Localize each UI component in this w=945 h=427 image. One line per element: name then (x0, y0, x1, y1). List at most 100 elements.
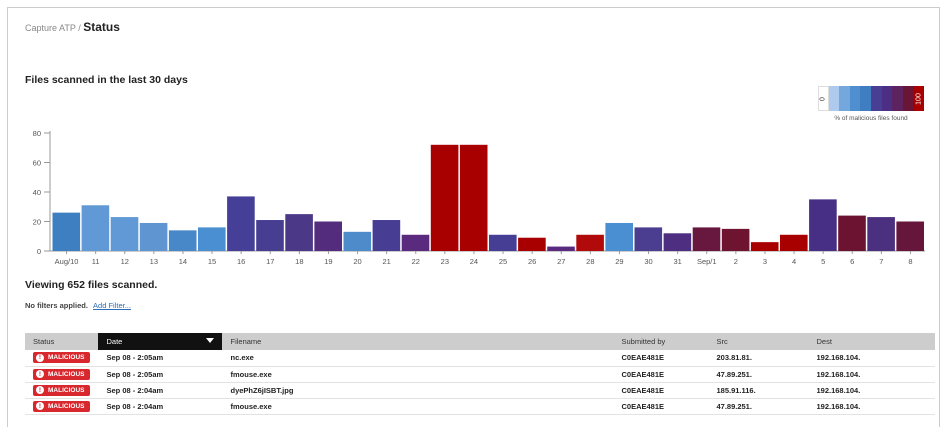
table-header-row: Status Date Filename Submitted by Src De… (25, 333, 935, 350)
y-tick-label: 20 (33, 218, 41, 227)
chart-bar[interactable] (52, 212, 81, 251)
column-header-dest[interactable]: Dest (808, 333, 935, 350)
x-tick-label: 6 (850, 257, 854, 266)
x-tick-label: 11 (92, 257, 100, 266)
legend-swatch: 0 (818, 86, 829, 111)
x-tick-label: 14 (179, 257, 187, 266)
x-tick-label: 19 (324, 257, 332, 266)
chart-bar[interactable] (430, 144, 459, 251)
x-tick-label: 3 (763, 257, 767, 266)
chart-bar[interactable] (343, 231, 372, 251)
src-cell: 185.91.116. (708, 382, 809, 399)
chart-bar[interactable] (896, 221, 924, 252)
date-cell: Sep 08 - 2:04am (98, 398, 223, 415)
breadcrumb-parent-link[interactable]: Capture ATP / (25, 23, 81, 33)
add-filter-link[interactable]: Add Filter... (93, 301, 131, 310)
chart-bar[interactable] (256, 220, 284, 251)
src-cell: 47.89.251. (708, 398, 809, 415)
chart-bar[interactable] (663, 233, 692, 251)
date-cell: Sep 08 - 2:05am (98, 366, 223, 383)
status-label: MALICIOUS (48, 402, 85, 410)
chart-bar[interactable] (838, 215, 866, 251)
legend-swatch: 100 (913, 86, 924, 111)
chart-bar[interactable] (780, 234, 808, 251)
chart-bar[interactable] (634, 227, 663, 251)
chart-bar[interactable] (547, 246, 575, 251)
x-tick-label: 26 (528, 257, 536, 266)
table-row[interactable]: ! MALICIOUS Sep 08 - 2:05am nc.exe C0EAE481E… (25, 350, 935, 367)
status-cell: ! MALICIOUS (25, 350, 99, 367)
filename-cell: nc.exe (222, 350, 614, 367)
column-header-date[interactable]: Date (98, 333, 223, 350)
chart-bar[interactable] (721, 228, 750, 251)
column-header-filename[interactable]: Filename (222, 333, 614, 350)
chart-bar[interactable] (809, 199, 837, 251)
submitted-by-cell: C0EAE481E (613, 366, 709, 383)
chart-bar[interactable] (867, 217, 895, 251)
chart-bar[interactable] (285, 214, 313, 251)
table-row[interactable]: ! MALICIOUS Sep 08 - 2:05am fmouse.exe C0EAE… (25, 366, 935, 383)
status-label: MALICIOUS (48, 370, 85, 378)
chart-bar[interactable] (489, 234, 517, 251)
chart-bar[interactable] (692, 227, 721, 251)
x-tick-label: 20 (353, 257, 361, 266)
legend-color-scale: 0 100 (818, 86, 924, 111)
chart-title: Files scanned in the last 30 days (25, 74, 188, 86)
dest-cell: 192.168.104. (808, 350, 935, 367)
filename-cell: dyePhZ6jISBT.jpg (222, 382, 614, 399)
dest-cell: 192.168.104. (808, 398, 935, 415)
chart-bar[interactable] (459, 144, 488, 251)
sort-down-icon (206, 338, 215, 343)
table-row[interactable]: ! MALICIOUS Sep 08 - 2:04am dyePhZ6jISBT.jp… (25, 382, 935, 399)
chart-bar[interactable] (314, 221, 342, 252)
chart-bar[interactable] (372, 220, 401, 251)
alert-icon: ! (36, 402, 44, 410)
table-body: ! MALICIOUS Sep 08 - 2:05am nc.exe C0EAE481E… (25, 350, 935, 415)
status-cell: ! MALICIOUS (25, 382, 99, 399)
x-tick-label: Aug/10 (55, 257, 79, 266)
src-cell: 47.89.251. (708, 366, 809, 383)
alert-icon: ! (36, 370, 44, 378)
chart-bar[interactable] (81, 205, 110, 251)
filter-bar: No filters applied. Add Filter... (25, 301, 131, 310)
chart-bar[interactable] (401, 234, 430, 251)
status-label: MALICIOUS (48, 386, 85, 394)
status-cell: ! MALICIOUS (25, 398, 99, 415)
status-badge: ! MALICIOUS (33, 368, 91, 380)
table-row[interactable]: ! MALICIOUS Sep 08 - 2:04am fmouse.exe C0EAE… (25, 398, 935, 415)
column-header-date-label: Date (106, 337, 123, 346)
status-badge: ! MALICIOUS (33, 384, 91, 396)
chart-bar[interactable] (139, 222, 168, 251)
chart-bar[interactable] (168, 230, 197, 251)
chart-bar[interactable] (198, 227, 226, 251)
column-header-src[interactable]: Src (708, 333, 809, 350)
dest-cell: 192.168.104. (808, 366, 935, 383)
status-label: MALICIOUS (48, 354, 85, 362)
viewing-count: Viewing 652 files scanned. (25, 279, 158, 291)
x-tick-label: 24 (470, 257, 478, 266)
chart-bar[interactable] (605, 222, 633, 251)
x-tick-label: 13 (150, 257, 158, 266)
chart-bar[interactable] (750, 242, 779, 251)
x-tick-label: 15 (208, 257, 216, 266)
chart-bar[interactable] (227, 196, 255, 251)
submitted-by-cell: C0EAE481E (613, 398, 709, 415)
date-cell: Sep 08 - 2:05am (98, 350, 223, 367)
chart-bar[interactable] (576, 234, 604, 251)
column-header-submitted-by[interactable]: Submitted by (613, 333, 709, 350)
chart-bar[interactable] (518, 237, 546, 251)
breadcrumb: Capture ATP / Status (25, 20, 120, 34)
x-tick-label: 2 (734, 257, 738, 266)
column-header-status[interactable]: Status (25, 333, 99, 350)
submitted-by-cell: C0EAE481E (613, 382, 709, 399)
submitted-by-cell: C0EAE481E (613, 350, 709, 367)
legend-swatch (860, 86, 871, 111)
x-tick-label: 29 (615, 257, 623, 266)
chart-bar[interactable] (110, 217, 139, 251)
status-badge: ! MALICIOUS (33, 400, 91, 412)
x-tick-label: 30 (644, 257, 652, 266)
legend-min-label: 0 (819, 96, 827, 101)
x-tick-label: 8 (908, 257, 912, 266)
filename-cell: fmouse.exe (222, 398, 614, 415)
filename-cell: fmouse.exe (222, 366, 614, 383)
